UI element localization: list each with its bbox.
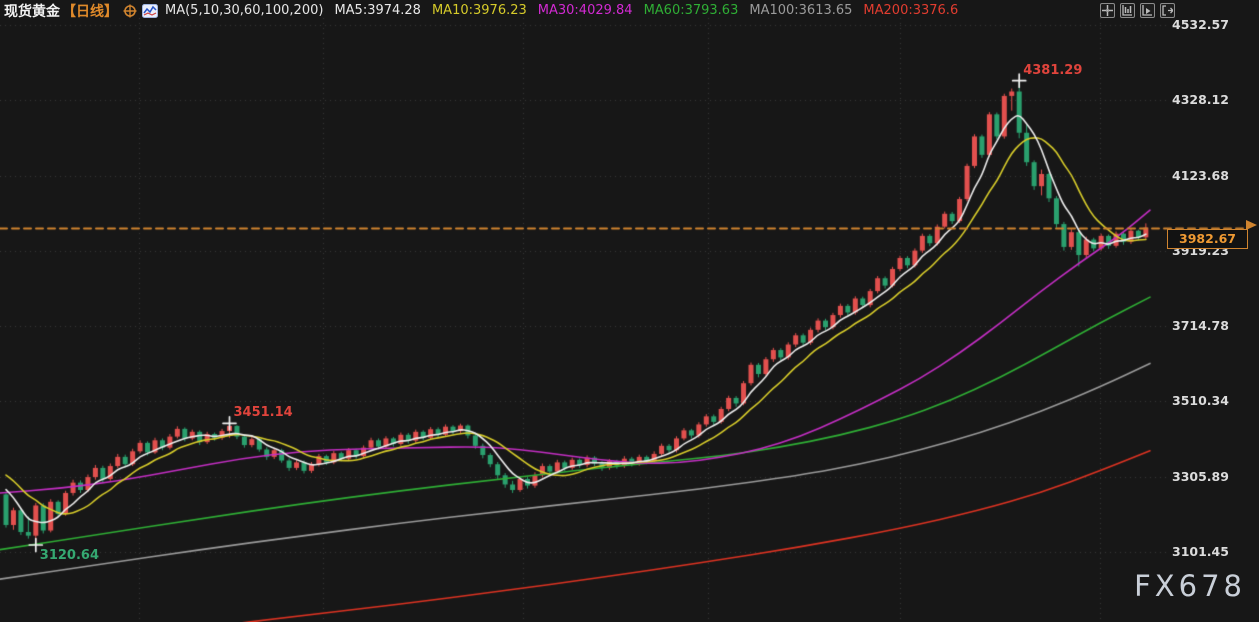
y-axis-label: 3101.45 xyxy=(1172,544,1229,560)
indicator-pane-icon[interactable] xyxy=(1140,3,1155,18)
ma-value-label: MA10:3976.23 xyxy=(431,3,527,18)
ma-value-label: MA200:3376.6 xyxy=(863,3,959,18)
mini-chart-icon[interactable] xyxy=(142,3,158,18)
detach-window-icon[interactable] xyxy=(1160,3,1175,18)
y-axis-label: 4532.57 xyxy=(1172,17,1229,32)
y-axis-label: 4123.68 xyxy=(1172,167,1229,183)
chart-toolbar xyxy=(1100,3,1175,18)
chart-header: 现货黄金 【日线】 MA(5,10,30,60,100,200) MA5:397… xyxy=(0,0,1259,21)
y-axis-label: 3510.34 xyxy=(1172,393,1229,409)
ma-value-label: MA60:3793.63 xyxy=(643,3,739,18)
ma-group-label: MA(5,10,30,60,100,200) xyxy=(165,3,324,18)
ma-value-label: MA100:3613.65 xyxy=(749,3,853,18)
symbol-title: 现货黄金 xyxy=(4,3,60,20)
crosshair-circle-icon[interactable] xyxy=(123,4,137,18)
current-price-badge: 3982.67 xyxy=(1167,229,1248,250)
watermark: FX678 xyxy=(1134,569,1246,603)
pan-crosshair-icon[interactable] xyxy=(1100,3,1115,18)
ma-values-row: MA5:3974.28 MA10:3976.23 MA30:4029.84 MA60:… xyxy=(323,3,958,18)
y-axis-label: 3305.89 xyxy=(1172,468,1229,484)
period-label[interactable]: 【日线】 xyxy=(62,3,118,20)
kline-pane-icon[interactable] xyxy=(1120,3,1135,18)
price-annotation: 3120.64 xyxy=(39,548,100,563)
price-annotation: 4381.29 xyxy=(1023,62,1083,78)
ma-value-label: MA30:4029.84 xyxy=(537,3,633,18)
ma-value-label: MA5:3974.28 xyxy=(334,3,421,18)
price-pointer-icon xyxy=(1246,219,1257,230)
price-annotation: 3451.14 xyxy=(233,405,293,421)
y-axis-label: 4328.12 xyxy=(1172,92,1229,108)
y-axis-label: 3714.78 xyxy=(1172,318,1229,334)
